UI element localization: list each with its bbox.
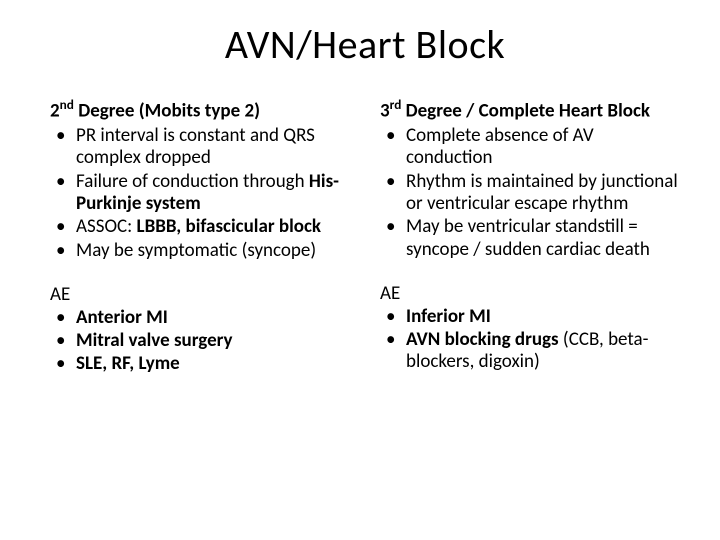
left-bullet-item-pre: Failure of conduction through	[76, 170, 309, 193]
left-ae-bullet-item: SLE, RF, Lyme	[50, 353, 350, 375]
right-column: 3rd Degree / Complete Heart Block Comple…	[380, 97, 680, 377]
right-bullets: Complete absence of AV conductionRhythm …	[380, 125, 680, 261]
left-bullet-item: PR interval is constant and QRS complex …	[50, 125, 350, 170]
left-heading-sup: nd	[60, 96, 74, 113]
left-ae-bullet-item-bold: Anterior MI	[76, 306, 168, 329]
left-ae-bullet-item: Anterior MI	[50, 307, 350, 329]
right-heading-sup: rd	[390, 96, 402, 113]
right-ae-bullet-item-bold: Inferior MI	[406, 305, 491, 328]
left-heading: 2nd Degree (Mobits type 2)	[50, 97, 350, 123]
left-ae-bullet-item: Mitral valve surgery	[50, 330, 350, 352]
left-bullet-item-bold: LBBB, bifascicular block	[137, 215, 321, 238]
right-bullet-item: Rhythm is maintained by junctional or ve…	[380, 171, 680, 216]
right-ae-bullets: Inferior MIAVN blocking drugs (CCB, beta…	[380, 306, 680, 374]
left-bullet-item: May be symptomatic (syncope)	[50, 240, 350, 262]
left-bullet-item: Failure of conduction through His-Purkin…	[50, 171, 350, 216]
left-heading-post: Degree (Mobits type 2)	[74, 99, 260, 122]
left-bullets: PR interval is constant and QRS complex …	[50, 125, 350, 262]
right-heading-post: Degree / Complete Heart Block	[401, 99, 650, 122]
right-ae-bullet-item: AVN blocking drugs (CCB, beta-blockers, …	[380, 329, 680, 374]
left-column: 2nd Degree (Mobits type 2) PR interval i…	[50, 97, 350, 377]
left-bullet-item: ASSOC: LBBB, bifascicular block	[50, 216, 350, 238]
left-ae-bullet-item-bold: SLE, RF, Lyme	[76, 352, 180, 375]
left-ae-label: AE	[50, 284, 350, 306]
left-bullet-item-pre: ASSOC:	[76, 215, 137, 238]
content-columns: 2nd Degree (Mobits type 2) PR interval i…	[50, 97, 680, 377]
right-heading: 3rd Degree / Complete Heart Block	[380, 97, 680, 123]
right-bullet-item: Complete absence of AV conduction	[380, 125, 680, 170]
left-heading-pre: 2	[50, 99, 60, 122]
right-bullet-item: May be ventricular standstill = syncope …	[380, 216, 680, 261]
left-ae-bullet-item-bold: Mitral valve surgery	[76, 329, 232, 352]
right-ae-label: AE	[380, 283, 680, 305]
right-ae-bullet-item: Inferior MI	[380, 306, 680, 328]
left-ae-bullets: Anterior MIMitral valve surgerySLE, RF, …	[50, 307, 350, 376]
right-heading-pre: 3	[380, 99, 390, 122]
slide-title: AVN/Heart Block	[50, 20, 680, 69]
right-ae-bullet-item-bold: AVN blocking drugs	[406, 328, 559, 351]
